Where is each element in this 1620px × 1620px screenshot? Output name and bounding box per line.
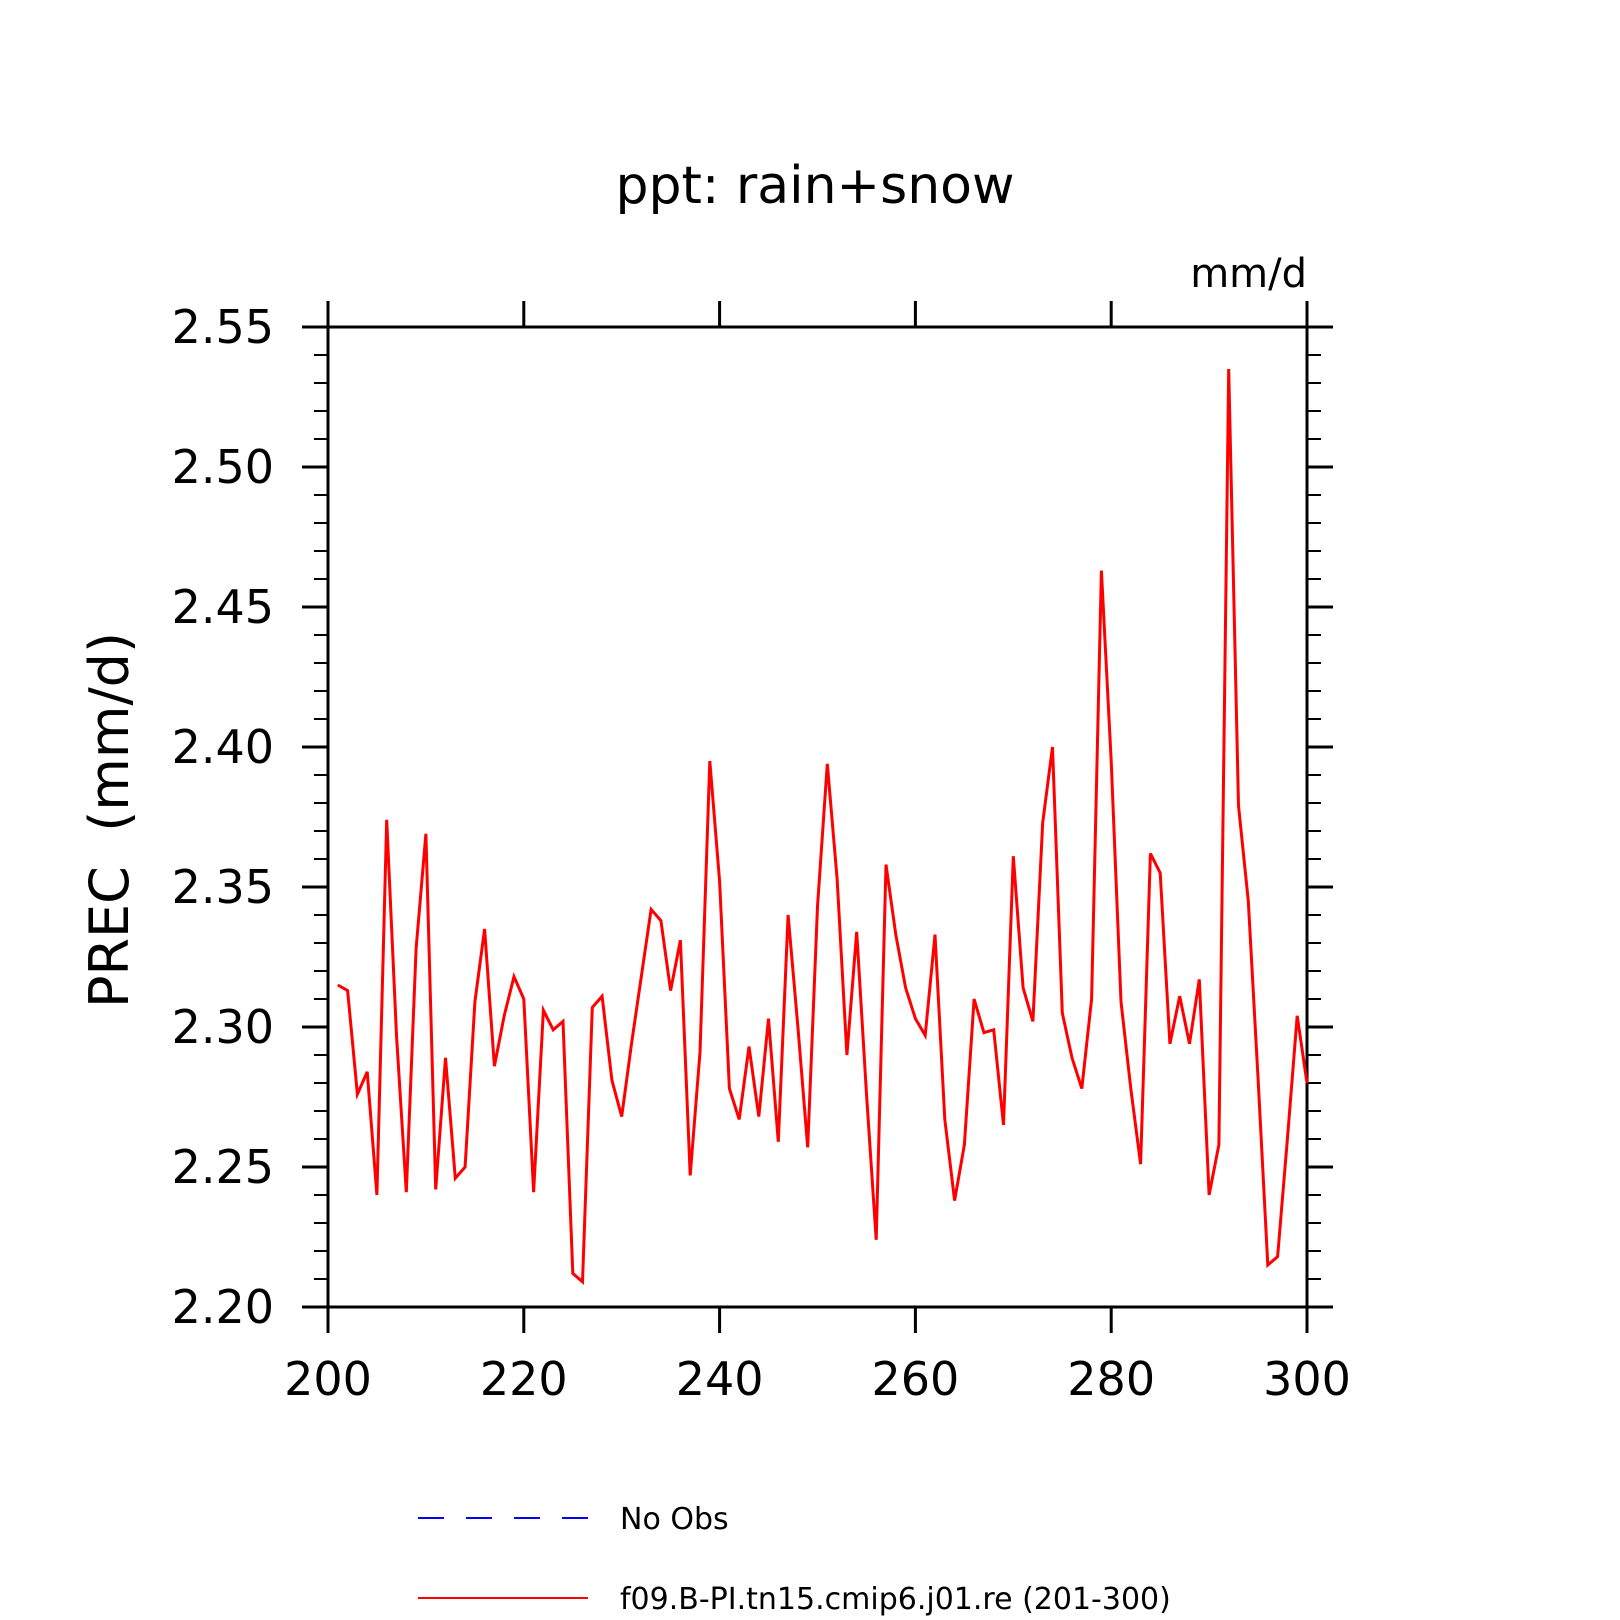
plot-frame [326, 325, 1309, 1309]
x-tick-labels: 200 220 240 260 280 300 [284, 1352, 1351, 1406]
x-tick-label: 200 [284, 1352, 372, 1406]
chart-title: ppt: rain+snow [615, 156, 1014, 216]
x-tick-label: 240 [676, 1352, 764, 1406]
y-tick-labels: 2.20 2.25 2.30 2.35 2.40 2.45 2.50 2.55 [172, 300, 274, 1334]
x-tick-label: 260 [871, 1352, 959, 1406]
minor-ticks [314, 354, 1321, 1280]
major-ticks [302, 301, 1333, 1333]
x-tick-label: 220 [480, 1352, 568, 1406]
y-tick-label: 2.55 [172, 300, 274, 354]
units-label: mm/d [1190, 251, 1307, 297]
x-tick-label: 280 [1067, 1352, 1155, 1406]
y-tick-label: 2.25 [172, 1140, 274, 1194]
y-tick-label: 2.45 [172, 580, 274, 634]
legend-label-model: f09.B-PI.tn15.cmip6.j01.re (201-300) [620, 1582, 1171, 1617]
y-tick-label: 2.50 [172, 440, 274, 494]
legend: No Obs f09.B-PI.tn15.cmip6.j01.re (201-3… [418, 1502, 1171, 1617]
series-group [337, 368, 1309, 1285]
x-tick-label: 300 [1263, 1352, 1351, 1406]
y-tick-label: 2.35 [172, 860, 274, 914]
series-line [337, 368, 1309, 1285]
y-axis-label: PREC (mm/d) [78, 632, 141, 1008]
y-tick-label: 2.20 [172, 1280, 274, 1334]
legend-label-no-obs: No Obs [620, 1502, 729, 1537]
y-tick-label: 2.40 [172, 720, 274, 774]
y-tick-label: 2.30 [172, 1000, 274, 1054]
